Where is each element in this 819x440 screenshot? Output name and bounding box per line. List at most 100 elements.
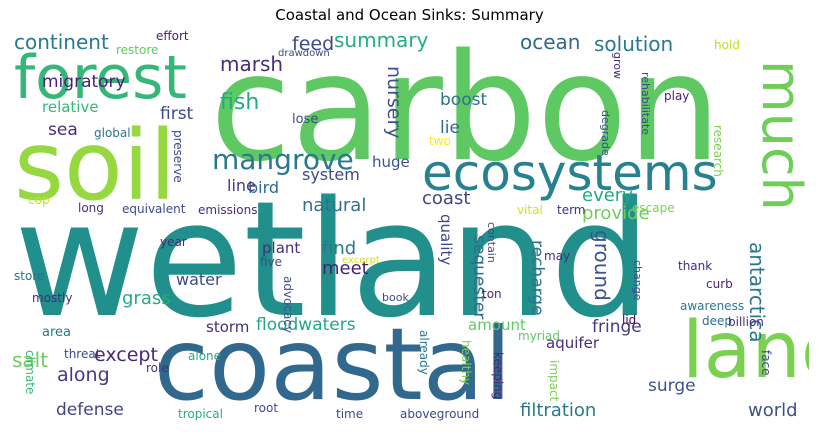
word-thank: thank bbox=[678, 259, 713, 273]
word-drawdown: drawdown bbox=[278, 48, 330, 59]
word-antarctica: antarctica bbox=[745, 242, 769, 343]
word-filtration: filtration bbox=[520, 400, 597, 421]
word-system: system bbox=[302, 165, 360, 184]
word-ocean: ocean bbox=[520, 30, 581, 54]
word-sequester: sequester bbox=[469, 235, 489, 320]
word-five: five bbox=[260, 255, 283, 269]
word-healthy: healthy bbox=[459, 340, 473, 386]
word-two: two bbox=[429, 134, 451, 148]
word-recharge: recharge bbox=[527, 240, 547, 316]
word-keeping: keeping bbox=[491, 352, 505, 400]
word-ton: ton bbox=[482, 287, 502, 301]
word-ecosystems: ecosystems bbox=[422, 144, 718, 202]
word-may: may bbox=[544, 249, 571, 263]
word-storm: storm bbox=[206, 318, 250, 336]
word-mangrove: mangrove bbox=[212, 143, 354, 176]
word-equivalent: equivalent bbox=[122, 202, 186, 216]
word-defense: defense bbox=[56, 400, 124, 420]
word-mostly: mostly bbox=[32, 291, 73, 305]
word-restore: restore bbox=[116, 43, 159, 57]
word-billion: billion bbox=[728, 315, 764, 329]
word-book: book bbox=[382, 291, 409, 304]
word-escape: escape bbox=[632, 201, 675, 215]
word-face: face bbox=[759, 350, 773, 376]
word-lid: lid bbox=[622, 313, 637, 327]
word-provide: provide bbox=[582, 203, 650, 224]
word-much: much bbox=[750, 60, 809, 211]
word-fringe: fringe bbox=[592, 317, 642, 337]
word-summary: summary bbox=[334, 30, 429, 52]
word-fish: fish bbox=[220, 90, 260, 115]
word-impact: impact bbox=[547, 360, 561, 402]
word-year: year bbox=[160, 235, 187, 249]
word-plant: plant bbox=[262, 239, 301, 257]
word-threat: threat bbox=[64, 347, 101, 361]
word-every: every bbox=[582, 185, 633, 206]
word-change: change bbox=[631, 260, 644, 301]
word-quality: quality bbox=[437, 214, 455, 266]
word-meet: meet bbox=[322, 258, 369, 279]
word-tropical: tropical bbox=[178, 407, 223, 421]
word-effort: effort bbox=[156, 30, 189, 43]
word-vital: vital bbox=[517, 203, 543, 217]
word-world: world bbox=[748, 400, 798, 421]
word-migratory: migratory bbox=[42, 72, 126, 92]
word-water: water bbox=[176, 270, 222, 289]
word-continent: continent bbox=[14, 30, 109, 54]
word-except: except bbox=[94, 344, 158, 366]
word-climate: climate bbox=[23, 350, 37, 395]
word-preserve: preserve bbox=[171, 130, 185, 183]
word-emissions: emissions bbox=[198, 203, 258, 217]
word-wetland: wetland bbox=[14, 166, 652, 353]
word-role: role bbox=[146, 361, 169, 375]
word-boost: boost bbox=[440, 90, 488, 110]
word-rehabilitate: rehabilitate bbox=[639, 72, 652, 136]
word-land: land bbox=[682, 306, 809, 396]
word-coastal: coastal bbox=[154, 306, 512, 423]
word-first: first bbox=[160, 104, 194, 124]
word-grow: grow bbox=[611, 52, 624, 79]
word-cop: cop bbox=[28, 193, 50, 207]
word-natural: natural bbox=[302, 195, 367, 216]
word-grass: grass bbox=[122, 288, 171, 309]
word-play: play bbox=[664, 89, 690, 103]
word-line: line bbox=[227, 176, 256, 195]
word-sea: sea bbox=[48, 120, 78, 140]
word-advocacy: advocacy bbox=[281, 276, 295, 334]
word-research: research bbox=[711, 125, 725, 177]
word-floodwaters: floodwaters bbox=[256, 315, 356, 335]
word-ground: ground bbox=[590, 230, 614, 301]
word-awareness: awareness bbox=[680, 299, 745, 313]
word-aquifer: aquifer bbox=[546, 334, 600, 352]
word-term: term bbox=[557, 203, 586, 217]
word-lose: lose bbox=[292, 112, 319, 127]
word-surge: surge bbox=[648, 376, 696, 396]
word-coast: coast bbox=[422, 188, 471, 209]
word-find: find bbox=[322, 238, 357, 259]
word-area: area bbox=[42, 325, 71, 340]
word-solution: solution bbox=[594, 32, 674, 56]
word-already: already bbox=[417, 330, 431, 375]
word-huge: huge bbox=[372, 153, 410, 171]
word-long: long bbox=[78, 201, 104, 215]
word-alone: alone bbox=[188, 349, 222, 363]
word-hold: hold bbox=[714, 38, 740, 52]
word-bird: bird bbox=[248, 178, 280, 197]
word-forest: forest bbox=[14, 43, 187, 113]
word-curb: curb bbox=[706, 277, 733, 291]
word-marsh: marsh bbox=[220, 52, 284, 76]
word-time: time bbox=[336, 407, 364, 421]
word-root: root bbox=[254, 401, 279, 415]
word-contain: contain bbox=[485, 222, 498, 263]
word-lie: lie bbox=[440, 118, 460, 138]
word-deep: deep bbox=[702, 314, 732, 328]
word-myriad: myriad bbox=[518, 329, 561, 343]
word-relative: relative bbox=[42, 98, 99, 116]
word-nursery: nursery bbox=[383, 66, 405, 139]
word-amount: amount bbox=[468, 316, 526, 334]
word-along: along bbox=[57, 364, 110, 386]
word-excerpt: excerpt bbox=[342, 255, 380, 266]
word-carbon: carbon bbox=[210, 30, 722, 194]
word-degrade: degrade bbox=[599, 110, 612, 156]
